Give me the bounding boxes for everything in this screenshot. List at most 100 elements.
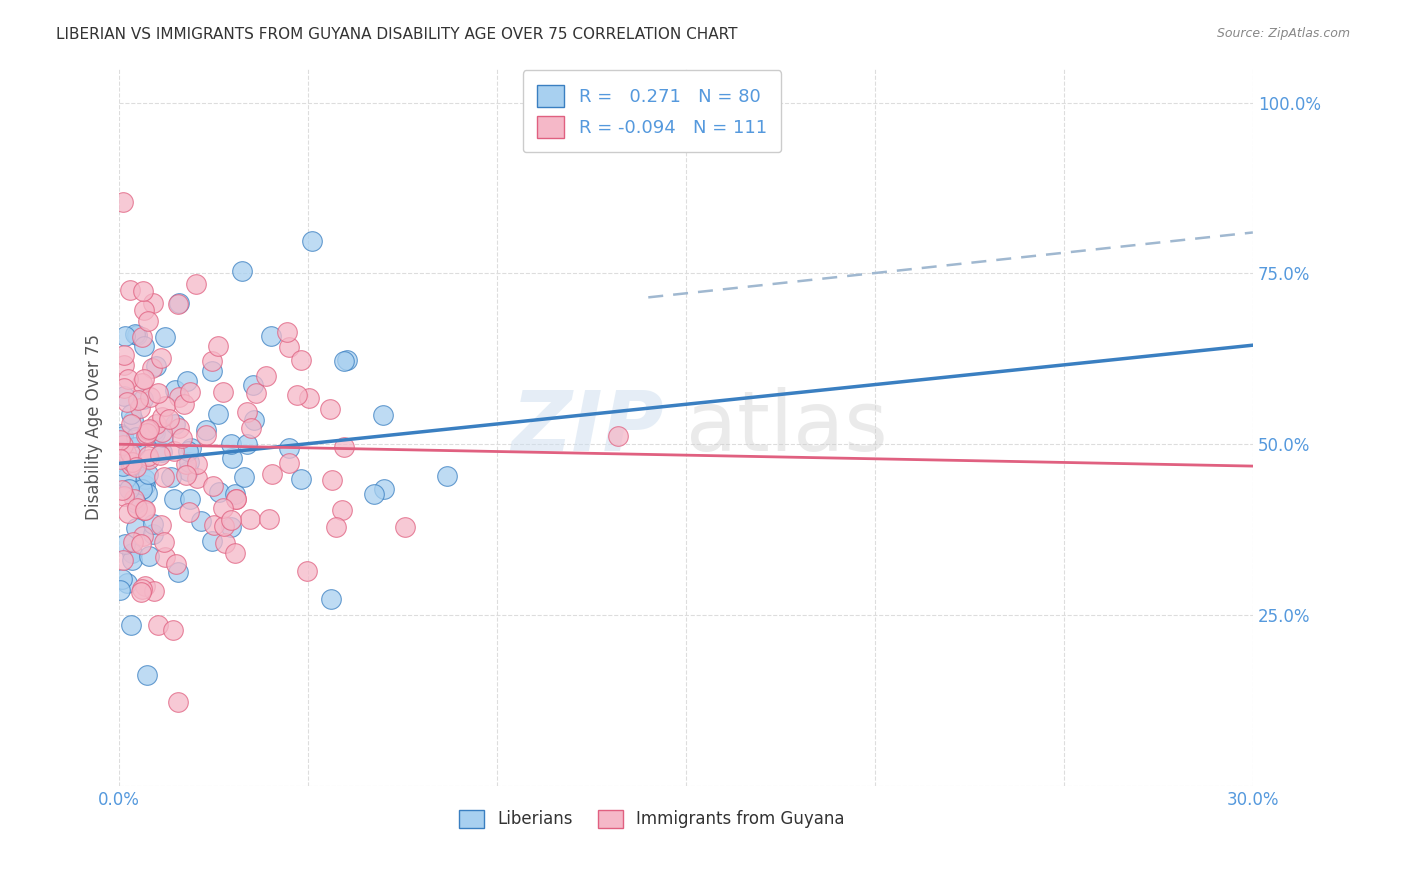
Point [330,503,353,517]
Point [120,458,142,473]
Point [201,353,224,368]
Point [138,422,160,436]
Point [149,351,172,365]
Point [336,352,359,367]
Point [112,489,135,503]
Point [201,364,224,378]
Point [152,430,174,444]
Point [167,297,190,311]
Point [120,417,142,431]
Point [134,502,156,516]
Point [131,376,153,390]
Point [112,448,135,462]
Point [319,402,342,417]
Point [167,565,190,579]
Point [186,457,208,471]
Point [224,487,246,501]
Point [242,377,264,392]
Point [179,492,201,507]
Point [111,429,134,443]
Point [114,348,136,362]
Point [167,421,190,435]
Point [219,520,242,534]
Point [112,438,135,452]
Point [207,407,229,421]
Point [167,295,190,310]
Point [260,329,283,343]
Point [115,446,138,460]
Point [112,381,135,395]
Point [108,583,131,598]
Point [141,360,163,375]
Point [201,478,224,492]
Point [112,359,135,373]
Point [373,482,395,496]
Text: ZIP: ZIP [510,386,664,467]
Point [135,485,157,500]
Point [177,464,200,478]
Point [129,585,152,599]
Point [121,455,143,469]
Point [150,409,173,424]
Point [225,491,247,506]
Point [118,455,141,469]
Point [115,575,138,590]
Point [157,412,180,426]
Point [124,458,146,472]
Point [114,328,136,343]
Point [122,491,145,506]
Point [120,618,142,632]
Point [163,417,186,432]
Point [207,339,229,353]
Point [112,553,135,567]
Point [170,431,193,445]
Point [138,449,160,463]
Point [301,235,323,249]
Point [134,478,156,492]
Point [149,518,172,533]
Point [127,393,149,408]
Point [290,353,312,368]
Point [155,330,177,344]
Point [117,372,139,386]
Point [233,470,256,484]
Point [167,390,190,404]
Point [134,339,156,353]
Point [134,579,156,593]
Point [297,564,319,578]
Point [129,401,152,416]
Point [132,392,155,407]
Point [262,467,284,482]
Point [173,397,195,411]
Point [145,359,167,373]
Point [142,583,165,598]
Point [153,550,176,565]
Point [125,460,148,475]
Point [125,430,148,444]
Point [117,482,139,496]
Y-axis label: Disability Age Over 75: Disability Age Over 75 [86,334,103,520]
Point [149,448,172,462]
Point [201,533,224,548]
Point [214,519,236,533]
Point [256,368,278,383]
Point [143,425,166,440]
Point [122,413,145,427]
Point [177,505,200,519]
Point [142,517,165,532]
Point [165,557,187,571]
Point [160,470,183,484]
Point [236,405,259,419]
Text: Source: ZipAtlas.com: Source: ZipAtlas.com [1216,27,1350,40]
Point [186,471,208,485]
Point [606,429,628,443]
Point [124,441,146,455]
Point [135,427,157,442]
Point [176,467,198,482]
Point [240,421,263,435]
Point [108,433,131,447]
Point [117,506,139,520]
Point [112,194,135,209]
Point [117,395,139,409]
Point [333,353,356,368]
